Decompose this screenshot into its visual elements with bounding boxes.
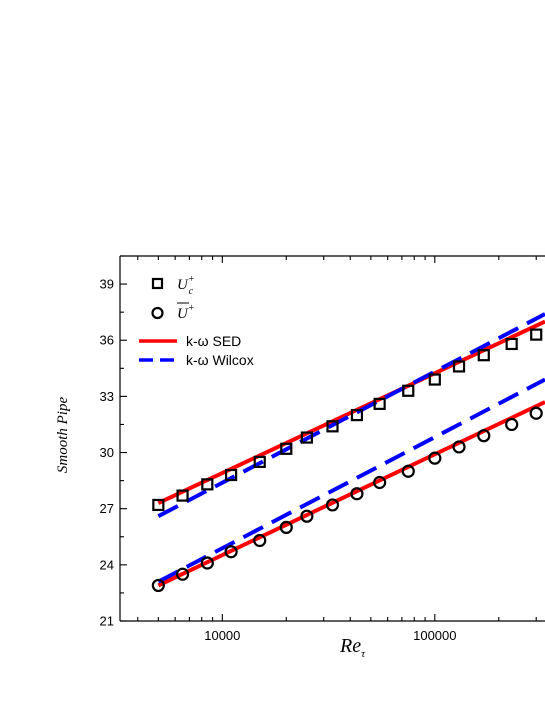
series-layer (151, 312, 545, 593)
marker-uc (505, 337, 518, 351)
marker-ubar (477, 429, 491, 443)
marker-ubar (428, 451, 442, 465)
marker-ubar (452, 440, 466, 454)
y-tick-label: 30 (100, 445, 114, 460)
x-tick-label: 10000 (204, 628, 240, 643)
legend-label-uc-symbol: U (177, 277, 189, 293)
marker-uc (350, 409, 364, 422)
marker-ubar (300, 509, 314, 523)
marker-uc (452, 360, 466, 373)
legend-marker-ubar (151, 306, 164, 320)
y-tick-label: 27 (100, 501, 114, 516)
marker-uc (402, 384, 415, 397)
marker-ubar (200, 556, 214, 570)
marker-ubar (224, 545, 238, 559)
x-axis-label: Reτ (339, 635, 366, 660)
legend-label-ubar: U+ (177, 303, 195, 322)
legend-label-uc-sup: + (188, 274, 195, 285)
legend-marker-uc (151, 277, 164, 290)
marker-ubar (175, 567, 190, 581)
x-axis-label-sub: τ (361, 648, 366, 660)
marker-ubar (401, 464, 415, 478)
marker-ubar (325, 498, 340, 512)
y-tick-label: 36 (100, 333, 114, 348)
marker-uc (428, 373, 441, 386)
marker-uc (477, 349, 490, 362)
legend: U+ c U+ k-ω SED k-ω Wilcox (139, 274, 254, 368)
marker-uc (300, 431, 313, 444)
marker-uc (280, 442, 293, 455)
marker-uc (373, 397, 386, 410)
marker-uc (253, 455, 266, 468)
series-line-wilcox_ubar (157, 377, 545, 584)
marker-ubar (350, 487, 364, 501)
legend-label-uc-sub: c (189, 286, 194, 297)
legend-label-sed: k-ω SED (186, 333, 241, 349)
y-axis-label: Smooth Pipe (55, 397, 71, 474)
axis-ticks (120, 255, 537, 622)
x-tick-label: 100000 (413, 628, 456, 643)
series-line-wilcox_uc (157, 312, 545, 518)
y-tick-label: 39 (100, 277, 114, 292)
marker-uc (225, 468, 238, 482)
tick-labels: 21 24 27 30 33 36 39 10000 100000 (100, 277, 457, 643)
x-axis-label-main: Re (339, 635, 361, 657)
y-tick-label: 33 (100, 389, 114, 404)
marker-ubar (253, 533, 267, 548)
marker-uc (530, 328, 543, 341)
legend-label-ubar-symbol: U (177, 306, 189, 322)
marker-ubar (505, 417, 519, 432)
legend-label-uc: U+ c (177, 274, 195, 297)
marker-uc (152, 498, 165, 512)
marker-ubar (373, 475, 387, 490)
marker-uc (176, 489, 189, 502)
marker-ubar (151, 578, 165, 593)
legend-label-wilcox: k-ω Wilcox (186, 352, 254, 368)
y-tick-label: 24 (100, 557, 114, 572)
marker-ubar (529, 406, 543, 420)
marker-uc (326, 420, 339, 433)
plot-frame (119, 255, 545, 622)
y-tick-label: 21 (100, 614, 114, 629)
marker-uc (201, 478, 214, 491)
legend-label-ubar-sup: + (188, 303, 195, 314)
marker-ubar (279, 520, 293, 535)
